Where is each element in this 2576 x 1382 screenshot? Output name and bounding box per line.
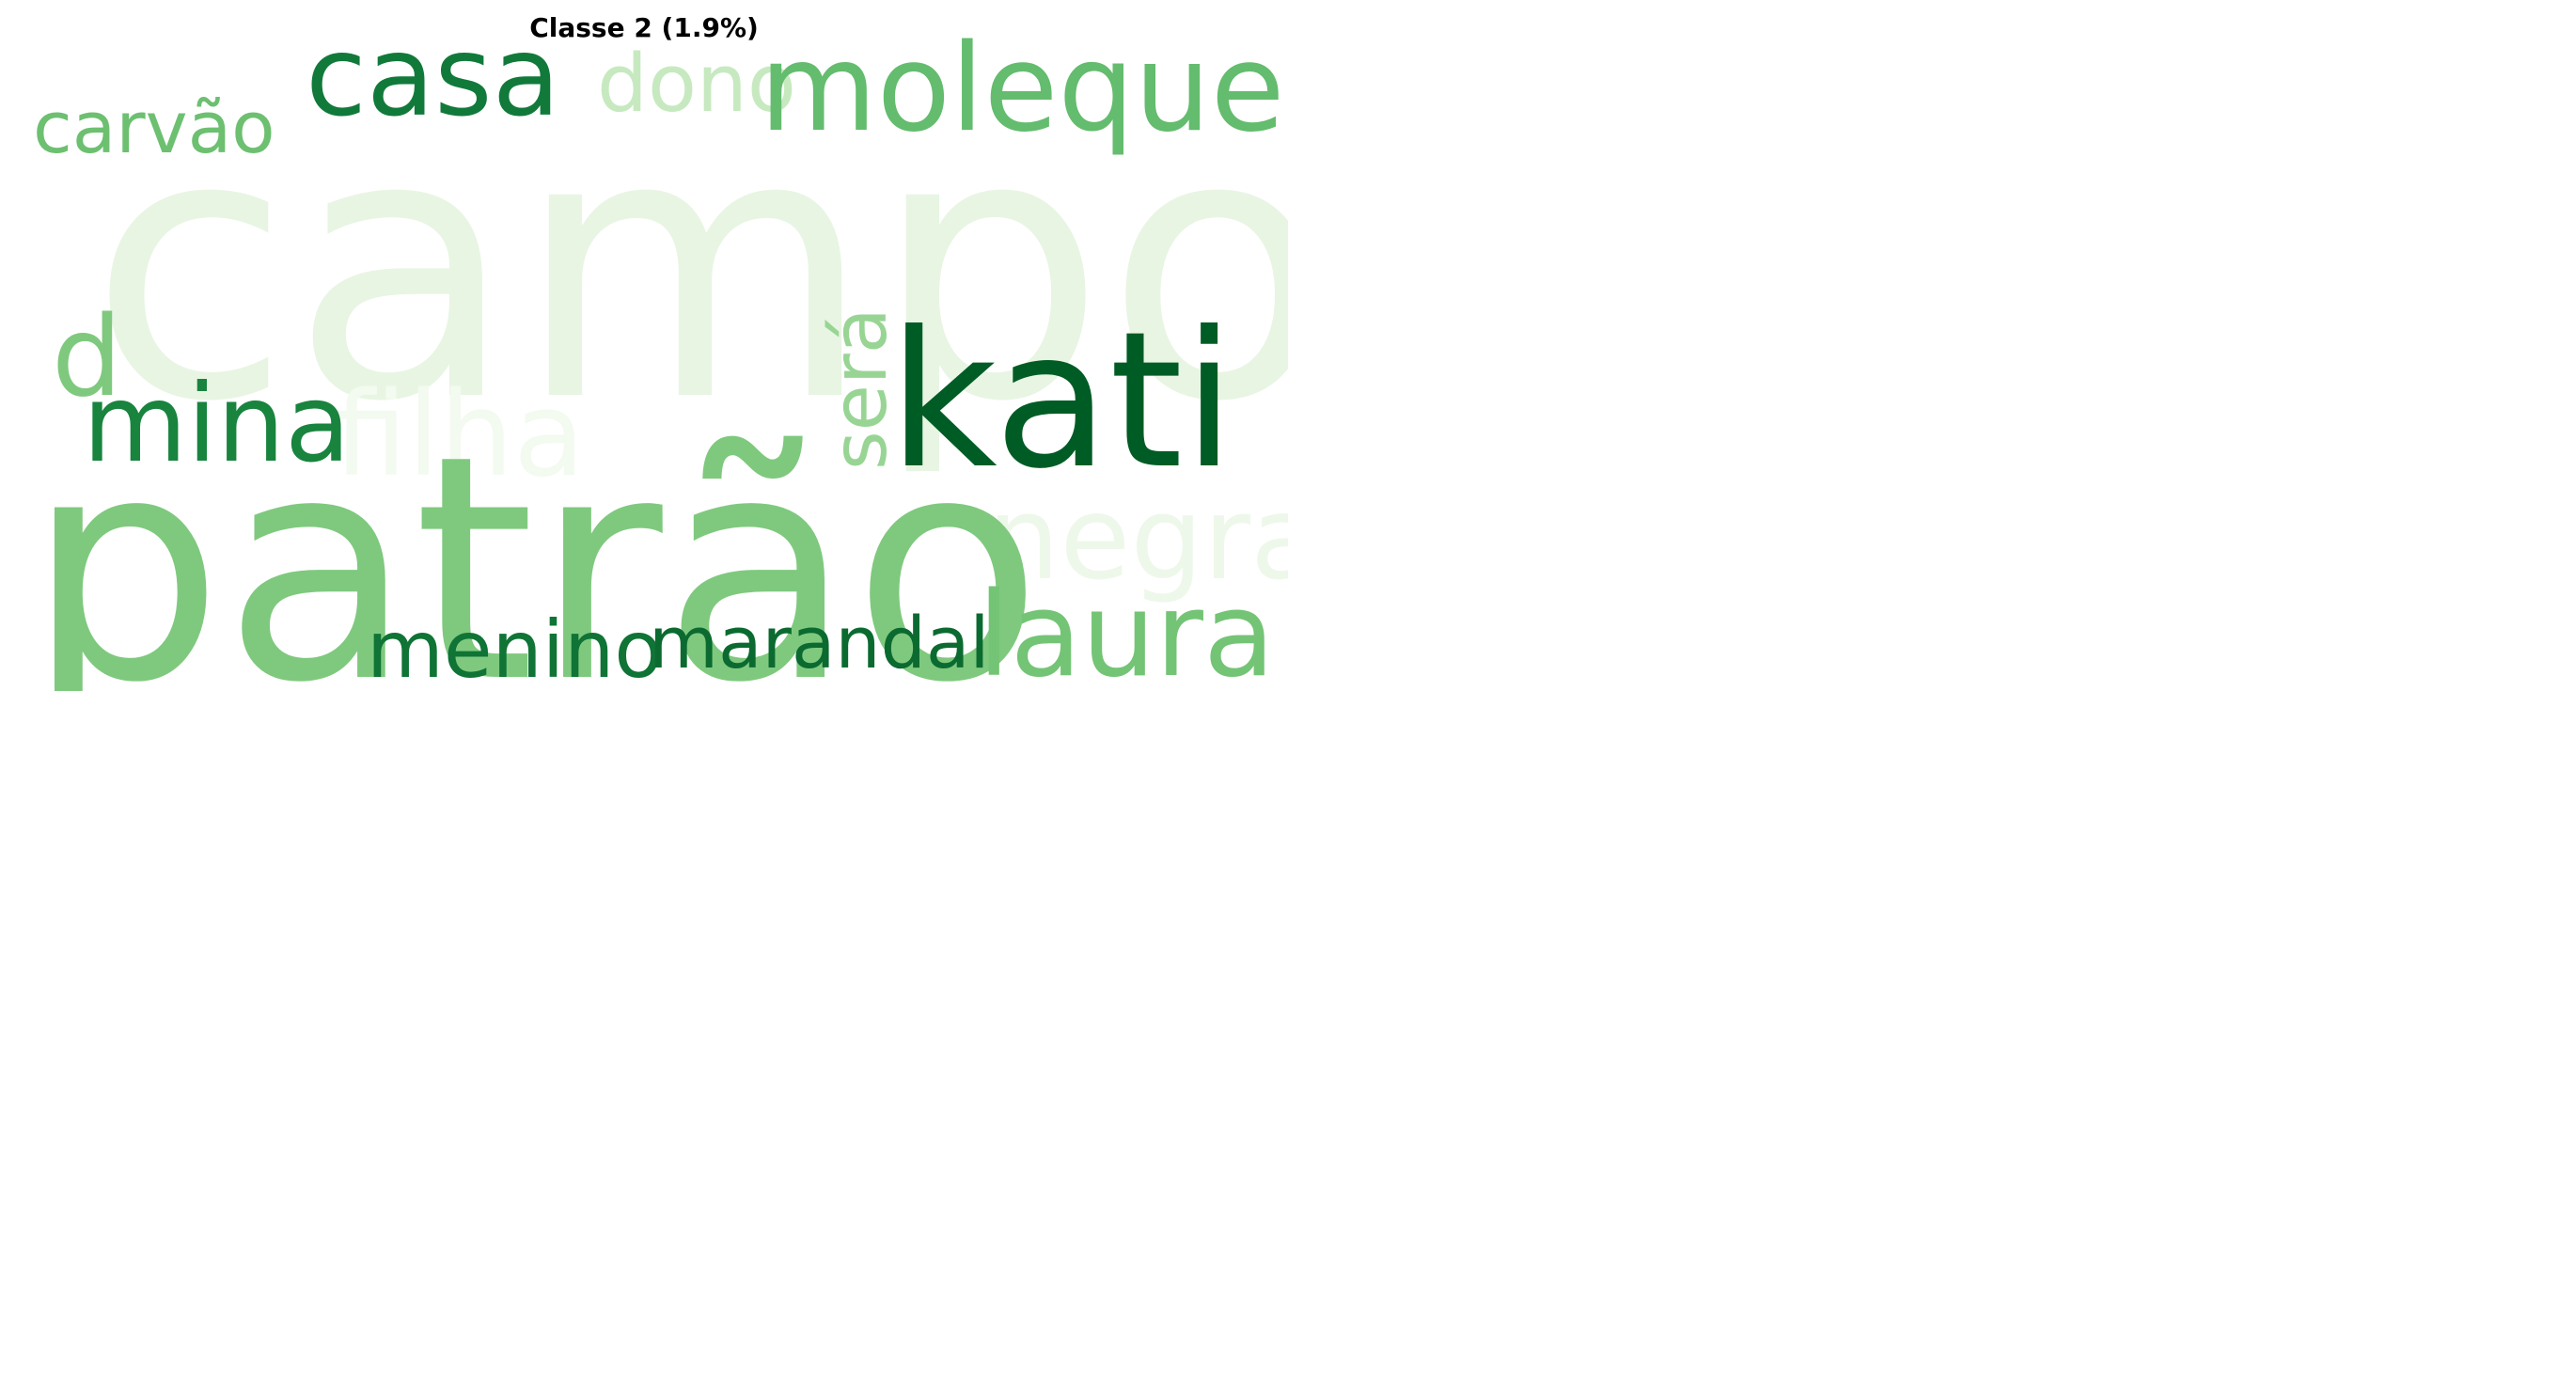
word-dono: dono <box>597 38 796 131</box>
word-filha: filha <box>334 368 585 503</box>
word-moleque: moleque <box>760 19 1284 159</box>
word-sera: será <box>816 307 903 470</box>
word-d: d <box>52 291 122 421</box>
word-kati: kati <box>888 291 1235 510</box>
word-menino: menino <box>367 604 663 691</box>
word-mina: mina <box>83 361 351 486</box>
chart-title: Classe 2 (1.9%) <box>529 12 759 43</box>
word-carvao: carvão <box>33 86 275 169</box>
word-negra: negra <box>987 472 1288 605</box>
word-laura: laura <box>978 568 1275 691</box>
word-campos: campos <box>89 55 1288 481</box>
word-casa: casa <box>306 11 560 141</box>
word-cloud: campos filha negra dono patrão carvão mo… <box>26 11 1288 691</box>
word-marandal: marandal <box>649 601 990 684</box>
word-patrao: patrão <box>26 389 1043 691</box>
